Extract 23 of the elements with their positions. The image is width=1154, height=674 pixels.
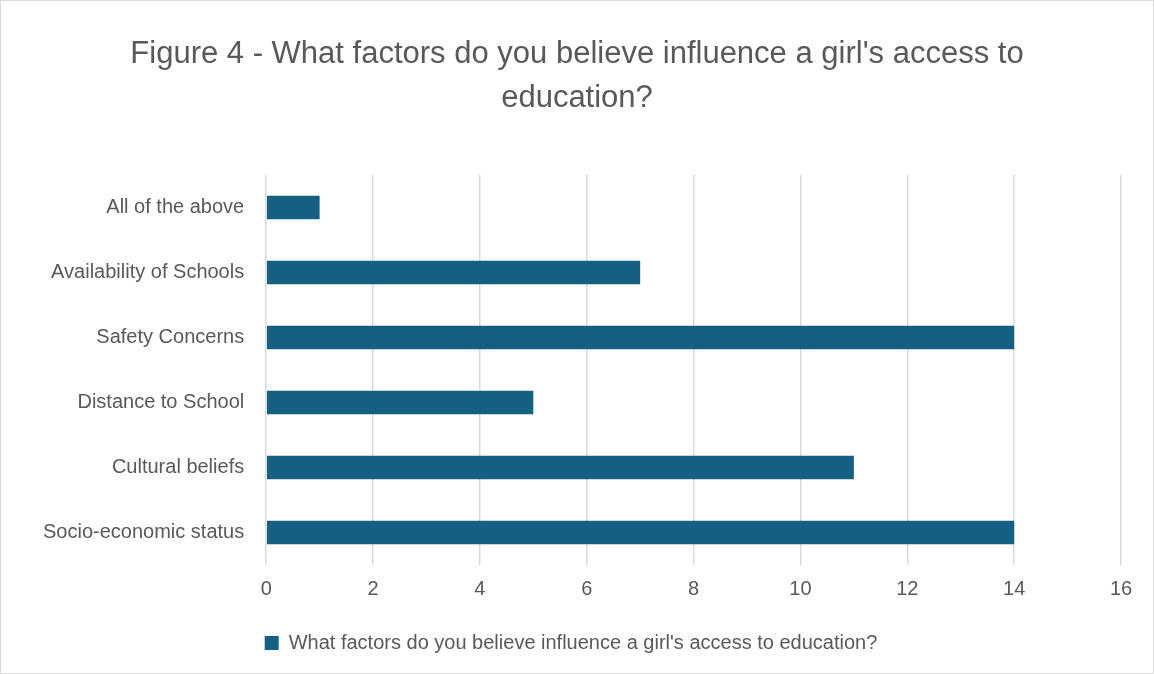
y-tick-label: Safety Concerns [96,325,245,348]
x-tick-label: 10 [789,576,812,599]
x-tick-label: 6 [581,576,593,599]
x-tick-label: 4 [474,576,486,599]
bar [266,520,1015,545]
bar [266,195,320,220]
legend-label: What factors do you believe influence a girl's access to education? [288,630,878,653]
bar [266,325,1015,350]
bar [266,455,854,480]
x-tick-label: 8 [688,576,700,599]
chart-title: Figure 4 - What factors do you believe influence a girl's access to education? [129,34,1025,116]
x-tick-label: 0 [260,576,272,599]
y-tick-label: Socio-economic status [43,520,245,543]
y-tick-label: Distance to School [77,390,245,413]
x-tick-label: 16 [1109,576,1133,599]
x-tick-label: 14 [1003,576,1026,599]
x-tick-label: 2 [367,576,379,599]
bar [266,390,534,415]
y-tick-label: All of the above [106,195,245,218]
y-tick-label: Cultural beliefs [111,455,245,478]
y-tick-label: Availability of Schools [51,260,245,283]
x-tick-label: 12 [896,576,919,599]
bar [266,260,641,285]
